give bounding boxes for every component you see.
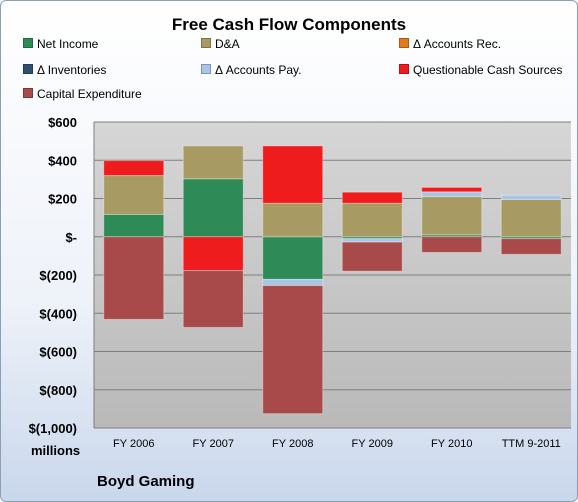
legend-item: Capital Expenditure xyxy=(23,87,142,101)
y-tick-label: $(600) xyxy=(39,345,77,360)
x-tick-label: FY 2010 xyxy=(431,438,472,450)
bar-segment xyxy=(421,191,483,198)
y-tick-label: $- xyxy=(65,230,77,245)
bar-segment xyxy=(262,145,324,204)
bar-segment xyxy=(262,236,324,280)
bar-segment xyxy=(262,278,324,287)
y-tick-label: $(800) xyxy=(39,383,77,398)
bar-segment xyxy=(421,186,483,193)
legend-swatch xyxy=(23,88,33,98)
company-label: Boyd Gaming xyxy=(97,473,195,490)
y-tick-label: $200 xyxy=(48,192,77,207)
legend-label: Capital Expenditure xyxy=(37,87,142,101)
y-tick-label: $(400) xyxy=(39,306,77,321)
bar-segment xyxy=(500,198,562,238)
bar-segment xyxy=(103,236,165,320)
legend-swatch xyxy=(399,38,409,48)
legend-swatch xyxy=(23,64,33,74)
legend-item: Questionable Cash Sources xyxy=(399,63,562,77)
bar-segment xyxy=(103,213,165,238)
chart-title: Free Cash Flow Components xyxy=(171,15,407,34)
bar-segment xyxy=(262,285,324,415)
bar-segment xyxy=(341,191,403,204)
legend-item: Net Income xyxy=(23,37,98,51)
bar-segment xyxy=(500,194,562,200)
legend-label: D&A xyxy=(215,37,240,51)
y-tick-label: $600 xyxy=(48,115,77,130)
bar-segment xyxy=(182,236,244,272)
bar-segment xyxy=(341,241,403,272)
units-label: millions xyxy=(31,443,81,458)
bar-segment xyxy=(341,202,403,238)
bar-segment xyxy=(262,202,324,238)
legend-label: Questionable Cash Sources xyxy=(413,63,563,77)
bar-segment xyxy=(182,145,244,180)
x-tick-label: FY 2009 xyxy=(352,438,393,450)
bar-segment xyxy=(500,238,562,255)
bar-segment xyxy=(421,196,483,236)
bar-segment xyxy=(421,236,483,253)
bar-segment xyxy=(103,160,165,177)
legend-label: Δ Accounts Rec. xyxy=(413,37,502,51)
legend-item: Δ Inventories xyxy=(23,63,106,77)
x-tick-label: FY 2008 xyxy=(272,438,313,450)
bar-segment xyxy=(103,175,165,215)
y-tick-label: $(1,000) xyxy=(29,421,77,436)
x-tick-label: FY 2006 xyxy=(113,438,154,450)
legend-swatch xyxy=(201,38,211,48)
bar-segment xyxy=(182,270,244,328)
bar-segment xyxy=(341,238,403,243)
legend-label: Net Income xyxy=(37,37,99,51)
legend-swatch xyxy=(201,64,211,74)
x-tick-label: FY 2007 xyxy=(193,438,234,450)
x-tick-label: TTM 9-2011 xyxy=(502,438,561,450)
legend-item: D&A xyxy=(201,37,240,51)
legend-item: Δ Accounts Rec. xyxy=(399,37,501,51)
y-tick-label: $400 xyxy=(48,153,77,168)
legend-label: Δ Inventories xyxy=(37,63,107,77)
legend-item: Δ Accounts Pay. xyxy=(201,63,302,77)
legend-swatch xyxy=(399,64,409,74)
legend-label: Δ Accounts Pay. xyxy=(215,63,302,77)
legend-swatch xyxy=(23,38,33,48)
bar-segment xyxy=(182,178,244,238)
y-tick-label: $(200) xyxy=(39,268,77,283)
